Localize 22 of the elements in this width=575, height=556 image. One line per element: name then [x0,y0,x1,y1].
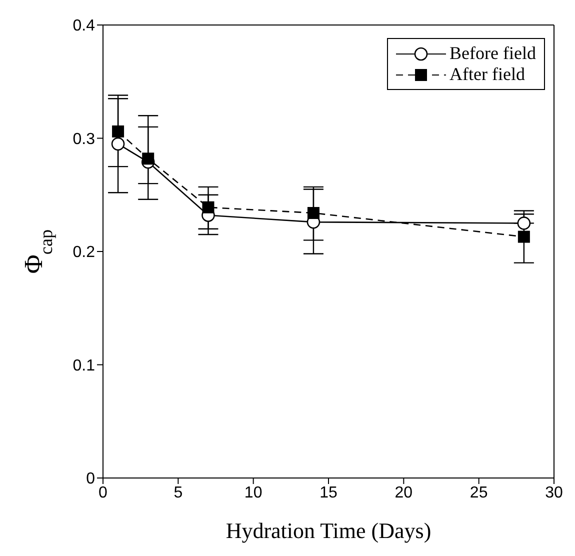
point [518,230,530,243]
x-axis-title: Hydration Time (Days) [226,518,432,543]
x-tick-label: 0 [98,484,108,502]
point [202,201,214,214]
point [111,137,125,151]
y-tick-label: 0.4 [72,18,96,35]
point [112,125,124,138]
x-tick-label: 25 [470,484,488,502]
legend-label: Before field [450,43,536,64]
x-tick-label: 30 [545,484,563,502]
x-tick-label: 20 [394,484,413,502]
legend-label: After field [450,64,525,85]
point [142,152,154,165]
y-tick-label: 0.3 [72,130,96,148]
y-tick-label: 0 [86,470,96,488]
x-tick-label: 10 [244,484,262,502]
point [517,216,531,230]
point [307,206,320,219]
y-tick-label: 0.1 [72,357,96,374]
x-tick-label: 5 [174,484,183,502]
x-tick-label: 15 [320,484,338,502]
y-tick-label: 0.2 [72,244,96,262]
